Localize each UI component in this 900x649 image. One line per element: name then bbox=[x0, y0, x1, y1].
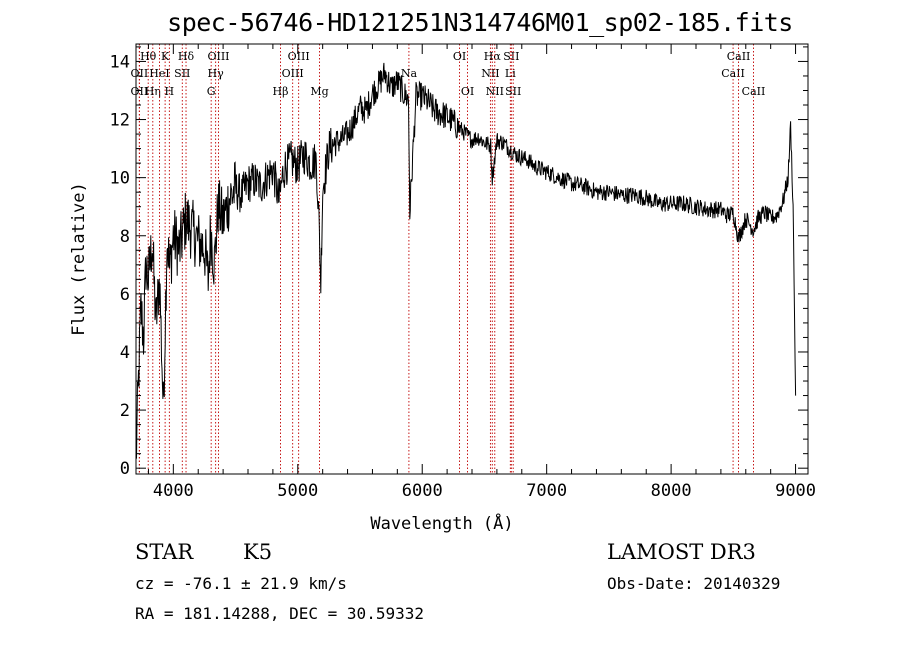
y-tick-label-6: 6 bbox=[120, 285, 130, 305]
x-tick-label-7000: 7000 bbox=[526, 481, 567, 501]
line-label-6: H bbox=[165, 85, 175, 98]
line-label-7: SII bbox=[174, 67, 190, 80]
line-label-20: Hα bbox=[484, 50, 502, 63]
survey-label: LAMOST DR3 bbox=[607, 540, 756, 564]
x-tick-label-4000: 4000 bbox=[153, 481, 194, 501]
line-label-16: Na bbox=[401, 67, 418, 80]
y-tick-label-14: 14 bbox=[110, 52, 130, 72]
line-label-8: Hδ bbox=[178, 50, 195, 63]
y-tick-label-8: 8 bbox=[120, 227, 130, 247]
plot-frame bbox=[135, 43, 809, 475]
line-label-1: Hθ bbox=[140, 50, 157, 63]
page-title: spec-56746-HD121251N314746M01_sp02-185.f… bbox=[167, 8, 793, 37]
line-label-3: Hη bbox=[145, 85, 161, 98]
line-label-14: OIII bbox=[288, 50, 310, 63]
line-label-5: K bbox=[161, 50, 170, 63]
line-label-24: SII bbox=[505, 85, 521, 98]
x-tick-label-8000: 8000 bbox=[651, 481, 692, 501]
object-subclass: K5 bbox=[243, 540, 273, 564]
line-label-27: CaII bbox=[742, 85, 766, 98]
line-label-12: Hβ bbox=[273, 85, 289, 98]
spectrum-line bbox=[135, 62, 797, 459]
line-label-13: OIII bbox=[282, 67, 304, 80]
x-axis-label: Wavelength (Å) bbox=[370, 512, 513, 534]
line-label-18: OI bbox=[461, 85, 474, 98]
line-label-4: HeI bbox=[149, 67, 169, 80]
y-tick-label-0: 0 bbox=[120, 459, 130, 479]
y-tick-label-4: 4 bbox=[120, 343, 130, 363]
line-label-21: NII bbox=[486, 85, 504, 98]
x-tick-label-5000: 5000 bbox=[277, 481, 318, 501]
line-label-15: Mg bbox=[310, 85, 328, 98]
line-label-0: OII bbox=[131, 85, 149, 98]
redshift-readout: cz = -76.1 ± 21.9 km/s bbox=[135, 574, 347, 593]
line-label-11: OIII bbox=[207, 50, 229, 63]
coordinates-readout: RA = 181.14288, DEC = 30.59332 bbox=[135, 604, 424, 623]
y-tick-label-2: 2 bbox=[120, 401, 130, 421]
line-label-10: Hγ bbox=[208, 67, 225, 80]
y-axis-label: Flux (relative) bbox=[69, 182, 89, 336]
y-tick-label-10: 10 bbox=[110, 169, 130, 189]
x-tick-label-9000: 9000 bbox=[775, 481, 816, 501]
line-label-25: CaII bbox=[721, 67, 745, 80]
line-label-19: NII bbox=[481, 67, 499, 80]
object-class: STAR bbox=[135, 540, 194, 564]
line-label-2: OII bbox=[131, 67, 149, 80]
obs-date: Obs-Date: 20140329 bbox=[607, 574, 781, 593]
line-label-22: Li bbox=[505, 67, 516, 80]
line-label-26: CaII bbox=[727, 50, 751, 63]
line-label-23: SII bbox=[503, 50, 519, 63]
line-label-17: OI bbox=[453, 50, 466, 63]
x-tick-label-6000: 6000 bbox=[402, 481, 443, 501]
line-label-9: G bbox=[207, 85, 216, 98]
y-tick-label-12: 12 bbox=[110, 111, 130, 131]
